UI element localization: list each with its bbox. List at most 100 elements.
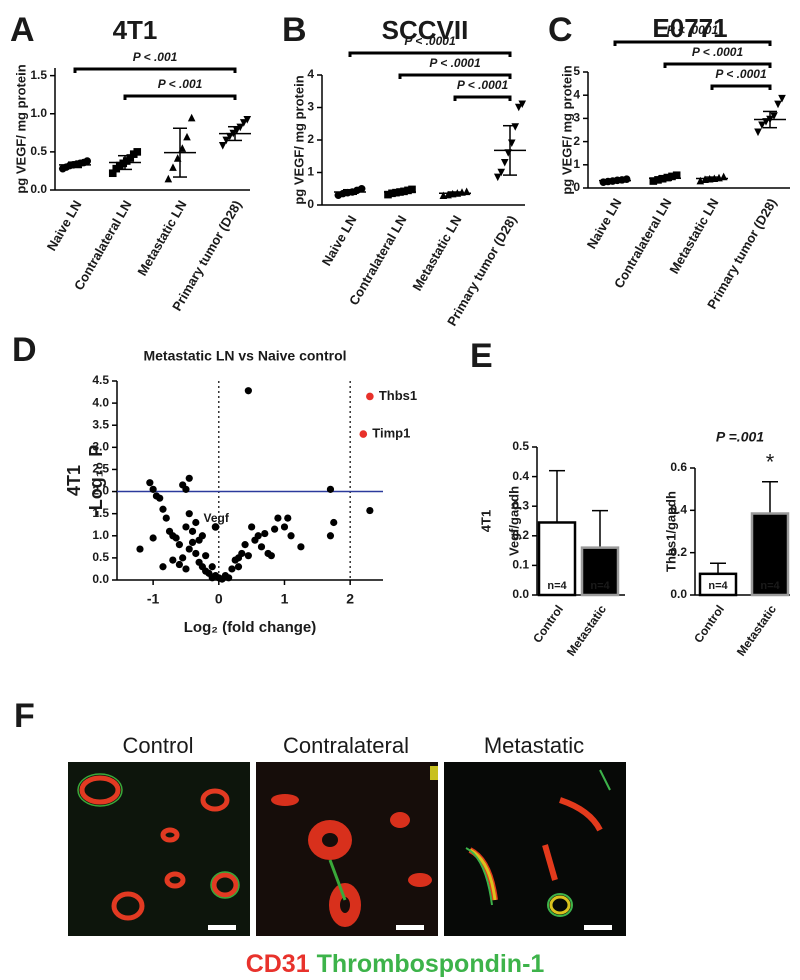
y-axis-label: pg VEGF/ mg protein xyxy=(291,75,306,204)
image-title: Control xyxy=(123,733,194,758)
micrograph xyxy=(444,762,626,936)
x-tick-label: Control xyxy=(530,603,566,646)
x-tick-label: Metastatic LN xyxy=(666,196,721,277)
x-tick-label: Metastatic LN xyxy=(134,198,189,279)
data-point xyxy=(149,485,157,493)
data-point xyxy=(83,157,92,165)
x-tick-label: 0 xyxy=(215,591,223,607)
data-point xyxy=(239,119,248,127)
data-point xyxy=(126,154,135,162)
data-point xyxy=(185,545,193,553)
x-tick-label: Control xyxy=(691,603,727,646)
p-value: P < .0001 xyxy=(404,34,456,48)
y-tick-label: 2 xyxy=(573,134,580,148)
data-point xyxy=(202,552,210,560)
data-point xyxy=(280,523,289,531)
data-point xyxy=(146,479,154,487)
highlight-point xyxy=(366,392,374,401)
y-tick-label: 0.3 xyxy=(512,498,529,512)
data-point xyxy=(175,541,183,549)
data-point xyxy=(164,174,173,183)
data-point xyxy=(326,485,335,493)
stain-label: CD31 xyxy=(246,950,310,978)
data-point xyxy=(169,163,177,171)
data-point xyxy=(507,139,516,148)
data-point xyxy=(208,563,216,571)
data-point xyxy=(754,128,762,137)
y-tick-label: 0.5 xyxy=(92,550,109,564)
panel-letter: D xyxy=(12,331,37,369)
data-point xyxy=(326,532,335,540)
p-value: P < .0001 xyxy=(715,67,767,81)
bar xyxy=(698,572,738,597)
y-tick-label: 0.6 xyxy=(670,460,687,474)
y-tick-label: 1 xyxy=(307,165,314,179)
point-label: Timp1 xyxy=(372,426,410,441)
data-point xyxy=(192,549,200,558)
y-tick-label: 4.5 xyxy=(92,373,109,387)
p-value: P < .001 xyxy=(133,50,178,64)
chart-title: E0771 xyxy=(652,13,727,43)
x-tick-label: Metastatic xyxy=(564,602,609,658)
micrograph xyxy=(68,762,250,936)
y-tick-label: 4 xyxy=(307,67,314,81)
n-label: n=4 xyxy=(547,580,567,592)
bar xyxy=(580,546,620,597)
panel-letter: F xyxy=(14,697,35,735)
p-value: P < .0001 xyxy=(692,45,744,59)
bar xyxy=(537,521,577,597)
data-point xyxy=(274,514,282,522)
data-point xyxy=(357,184,366,193)
data-point xyxy=(234,563,243,571)
data-point xyxy=(182,485,190,493)
y-tick-label: 3 xyxy=(573,111,580,125)
data-point xyxy=(774,100,782,109)
y-tick-label: 0.1 xyxy=(512,558,529,572)
y-tick-label: 0.4 xyxy=(670,503,687,517)
data-point xyxy=(187,113,196,122)
n-label: n=4 xyxy=(760,580,780,592)
data-point xyxy=(366,506,374,515)
bar xyxy=(750,512,790,597)
y-tick-label: 1.5 xyxy=(30,68,47,82)
data-point xyxy=(261,529,269,538)
y-tick-label: 0 xyxy=(573,180,580,194)
n-label: n=4 xyxy=(708,580,728,592)
data-point xyxy=(243,116,252,124)
data-point xyxy=(159,563,167,571)
stain-label: Thrombospondin-1 xyxy=(317,950,545,978)
x-tick-label: Metastatic xyxy=(734,602,779,658)
data-point xyxy=(188,527,197,535)
image-title: Contralateral xyxy=(283,733,409,758)
data-point xyxy=(497,168,506,177)
x-tick-label: Naive LN xyxy=(44,198,85,254)
comparison-bracket xyxy=(398,73,512,79)
data-point xyxy=(248,523,256,531)
data-point xyxy=(758,121,766,130)
y-tick-label: 1.5 xyxy=(92,506,109,520)
data-point xyxy=(156,494,164,502)
highlight-point xyxy=(211,523,220,531)
y-tick-label: 1.0 xyxy=(30,106,47,120)
data-point xyxy=(185,510,193,518)
x-tick-label: -1 xyxy=(147,591,160,607)
y-tick-label: 0.2 xyxy=(670,545,687,559)
data-point xyxy=(185,474,193,482)
data-point xyxy=(198,532,206,540)
y-tick-label: 1.0 xyxy=(92,528,109,542)
data-point xyxy=(241,541,249,549)
y-axis-label: pg VEGF/ mg protein xyxy=(13,64,28,193)
comparison-bracket xyxy=(348,51,512,57)
data-point xyxy=(649,177,658,185)
data-point xyxy=(330,518,338,527)
p-value: P < .0001 xyxy=(429,56,481,70)
y-tick-label: 0.0 xyxy=(670,587,687,601)
x-tick-label: 1 xyxy=(281,591,289,607)
side-label: 4T1 xyxy=(64,465,84,496)
n-label: n=4 xyxy=(590,580,610,592)
data-point xyxy=(514,103,523,112)
y-tick-label: 0.0 xyxy=(30,182,47,196)
stain-legend: CD31 Thrombospondin-1 xyxy=(246,950,545,978)
p-value: P < .001 xyxy=(158,77,203,91)
data-point xyxy=(225,574,233,582)
